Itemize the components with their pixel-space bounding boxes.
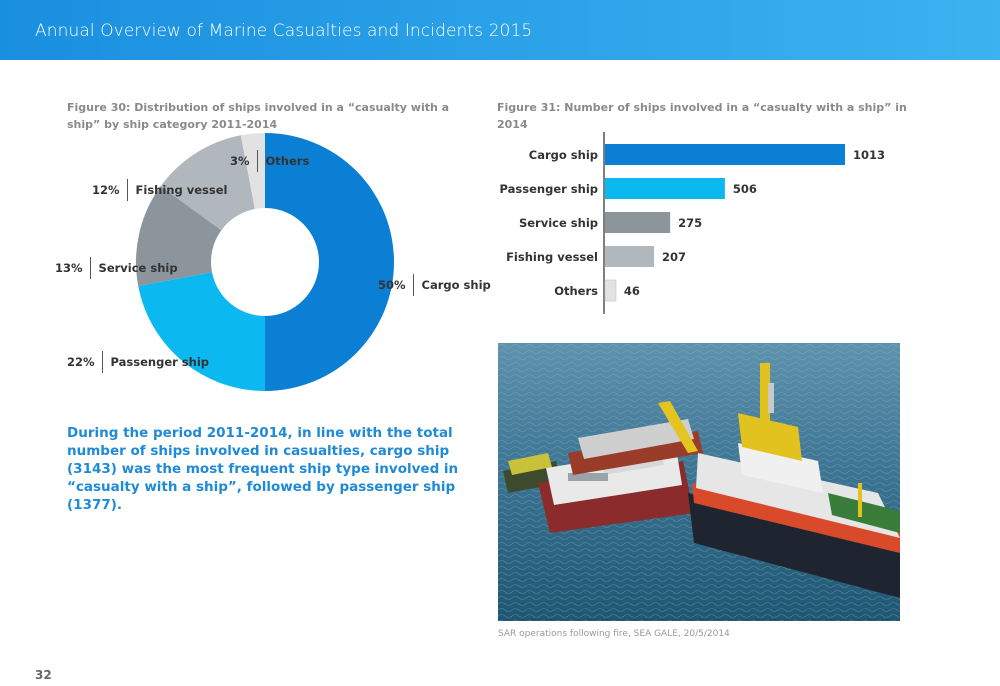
bar-category-label: Others — [554, 284, 598, 298]
donut-label-service: 13% Service ship — [55, 257, 178, 279]
photo-caption: SAR operations following fire, SEA GALE,… — [498, 629, 730, 639]
bar-fishing-vessel — [605, 246, 655, 267]
summary-paragraph: During the period 2011-2014, in line wit… — [67, 425, 459, 513]
donut-label-pct: 13% — [55, 257, 91, 279]
bar-chart: Cargo ship 1013 Passenger ship 506 Service s… — [500, 132, 885, 314]
donut-slice-passenger-ship — [138, 272, 265, 391]
bar-value-label: 207 — [662, 250, 686, 264]
bar-service-ship — [605, 212, 671, 233]
donut-label-fishing: 12% Fishing vessel — [92, 179, 227, 201]
donut-slice-cargo-ship — [265, 133, 394, 391]
bar-value-label: 1013 — [853, 148, 885, 162]
donut-label-category: Others — [265, 154, 310, 168]
bar-value-label: 506 — [733, 182, 757, 196]
figure-30-title: Figure 30: Distribution of ships involve… — [67, 101, 450, 131]
donut-label-cargo: 50% Cargo ship — [378, 274, 491, 296]
bar-passenger-ship — [605, 178, 725, 199]
donut-label-category: Passenger ship — [110, 355, 209, 369]
donut-label-category: Service ship — [98, 261, 178, 275]
bar-value-label: 46 — [624, 284, 640, 298]
photo-sar-operations — [498, 343, 900, 621]
donut-label-passenger: 22% Passenger ship — [67, 351, 209, 373]
donut-label-category: Cargo ship — [421, 278, 491, 292]
donut-slice-fishing-vessel — [160, 135, 255, 231]
bar-category-label: Cargo ship — [529, 148, 598, 162]
bar-others — [604, 279, 617, 302]
donut-slice-others — [240, 133, 265, 209]
donut-label-pct: 3% — [230, 150, 258, 172]
donut-label-others: 3% Others — [230, 150, 309, 172]
bar-category-label: Passenger ship — [500, 182, 598, 196]
bar-value-label: 275 — [678, 216, 702, 230]
bar-category-label: Fishing vessel — [506, 250, 598, 264]
figure-31-title: Figure 31: Number of ships involved in a… — [497, 101, 907, 131]
donut-chart — [136, 133, 394, 391]
donut-slice-service-ship — [136, 186, 222, 287]
donut-label-pct: 22% — [67, 351, 103, 373]
document-title: Annual Overview of Marine Casualties and… — [35, 21, 533, 41]
page-number: 32 — [35, 668, 52, 682]
ship-photo-image — [498, 343, 900, 621]
donut-label-pct: 12% — [92, 179, 128, 201]
header-banner: Annual Overview of Marine Casualties and… — [0, 0, 1000, 60]
donut-label-pct: 50% — [378, 274, 414, 296]
donut-label-category: Fishing vessel — [135, 183, 228, 197]
bar-category-label: Service ship — [519, 216, 598, 230]
bar-cargo-ship — [605, 144, 845, 165]
